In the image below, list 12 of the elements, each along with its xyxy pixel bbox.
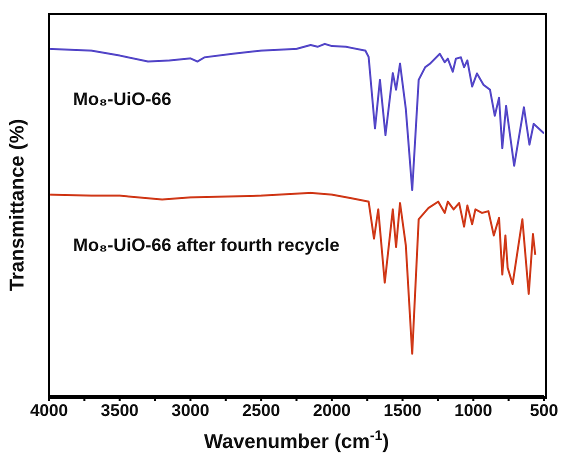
- x-tick-label: 3000: [172, 401, 210, 420]
- x-tick-label: 2500: [242, 401, 280, 420]
- x-tick-label: 3500: [100, 401, 139, 420]
- x-tick-label: 1000: [454, 401, 492, 420]
- x-tick-label: 2000: [312, 401, 351, 420]
- x-tick-label: 500: [530, 401, 558, 420]
- series-label: Mo₈-UiO-66 after fourth recycle: [73, 234, 340, 256]
- y-axis-title: Transmittance (%): [6, 118, 30, 292]
- x-axis-title: Wavenumber (cm$^{-1}$): [204, 427, 390, 453]
- x-tick-label: 1500: [384, 401, 422, 420]
- series-label: Mo₈-UiO-66: [73, 88, 172, 110]
- x-tick-label: 4000: [30, 401, 68, 420]
